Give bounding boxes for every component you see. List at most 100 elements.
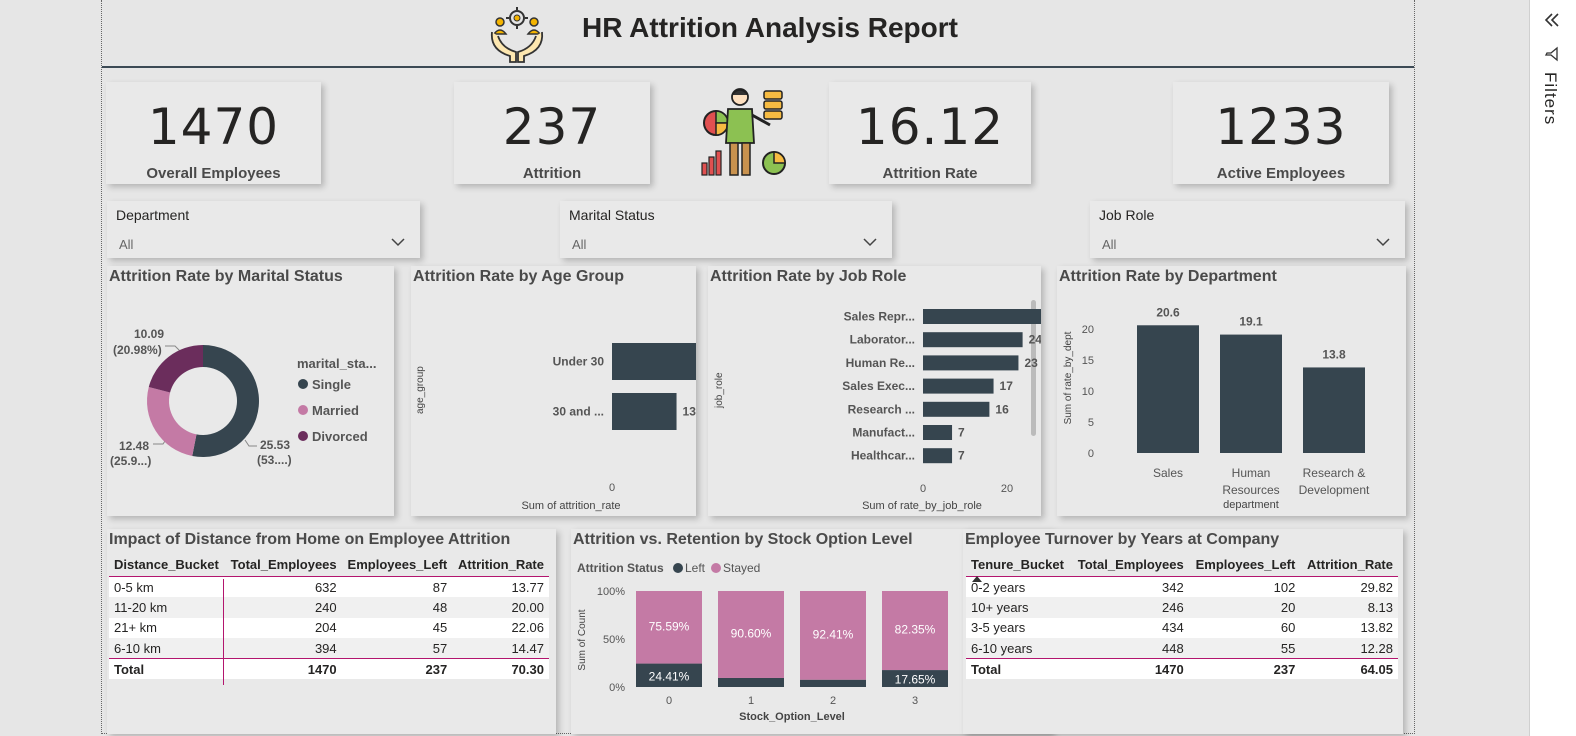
chevron-down-icon[interactable]	[862, 235, 878, 249]
job-role-slicer[interactable]: Job Role All	[1090, 201, 1405, 258]
table-row: 11-20 km 240 48 20.00	[109, 597, 549, 618]
column-header[interactable]: Employees_Left	[1188, 553, 1301, 577]
kpi-value: 16.12	[855, 98, 1005, 156]
marital-status-slicer[interactable]: Marital Status All	[560, 201, 892, 258]
sort-ascending-icon[interactable]	[972, 576, 982, 582]
kpi-card-attrition[interactable]: 237 Attrition	[454, 82, 650, 184]
table-total-row: Total 1470 237 64.05	[966, 658, 1398, 679]
legend-label-divorced: Divorced	[312, 429, 368, 444]
table-cell: 11-20 km	[109, 597, 225, 618]
data-label: 7	[958, 426, 965, 440]
data-label-left: 24.41%	[649, 669, 690, 683]
legend-title: Attrition Status	[577, 561, 664, 575]
table-row: 21+ km 204 45 22.06	[109, 617, 549, 638]
y-tick-label: 0	[1088, 448, 1094, 460]
data-label-stayed: 92.41%	[813, 627, 854, 641]
distance-table-visual[interactable]: Impact of Distance from Home on Employee…	[107, 529, 556, 734]
filters-pane[interactable]: Filters	[1529, 0, 1576, 736]
page-title: HR Attrition Analysis Report	[582, 12, 958, 43]
x-axis-title: Sum of rate_by_job_role	[862, 500, 982, 512]
legend-marker-divorced	[298, 431, 308, 441]
column-header[interactable]: Total_Employees	[1070, 553, 1189, 577]
table-cell: 342	[1070, 576, 1189, 597]
funnel-icon[interactable]	[1544, 46, 1560, 62]
slicer-value[interactable]: All	[119, 237, 134, 252]
filters-label[interactable]: Filters	[1541, 72, 1560, 126]
bar-stayed	[800, 591, 866, 680]
department-slicer[interactable]: Department All	[107, 201, 420, 258]
y-axis-title: Sum of Count	[577, 609, 588, 670]
category-label: Research ...	[848, 402, 915, 416]
y-tick-label: 20	[1082, 324, 1094, 336]
tenure-table: Tenure_Bucket Total_Employees Employees_Le…	[966, 553, 1398, 679]
slicer-value[interactable]: All	[572, 237, 587, 252]
column-header[interactable]: Attrition_Rate	[1300, 553, 1398, 577]
double-chevron-left-icon[interactable]	[1544, 12, 1560, 28]
department-bar-visual[interactable]: Attrition Rate by Department Sum of rate…	[1057, 266, 1406, 516]
column-divider	[223, 579, 224, 685]
table-cell: 237	[1188, 658, 1301, 679]
marital-status-donut-visual[interactable]: Attrition Rate by Marital Status marital…	[107, 266, 394, 516]
kpi-label: Attrition	[522, 165, 582, 182]
table-cell: 394	[224, 638, 342, 659]
legend-marker-stayed	[711, 563, 721, 573]
chevron-down-icon[interactable]	[390, 235, 406, 249]
x-tick-label: 20	[1001, 483, 1013, 495]
data-label: 13.8	[1322, 347, 1346, 361]
table-header-row: Distance_Bucket Total_Employees Employees_…	[109, 553, 549, 577]
x-tick-label: 0	[920, 483, 926, 495]
table-cell: 240	[224, 597, 342, 618]
kpi-card-overall-employees[interactable]: 1470 Overall Employees	[106, 82, 321, 184]
column-header[interactable]: Attrition_Rate	[452, 553, 549, 577]
table-cell: 20	[1188, 597, 1301, 618]
column-header[interactable]: Tenure_Bucket	[966, 553, 1071, 577]
category-label: Research &	[1303, 466, 1366, 480]
data-label-married-value: 12.48	[119, 439, 149, 453]
table-cell: 246	[1070, 597, 1189, 618]
table-cell: Total	[966, 658, 1071, 679]
table-cell: 87	[341, 576, 453, 597]
table-cell: 29.82	[1300, 576, 1398, 597]
legend-label-stayed: Stayed	[723, 561, 760, 575]
category-label: Sales Exec...	[842, 379, 915, 393]
table-cell: Total	[109, 658, 225, 679]
y-axis-title: age_group	[415, 366, 426, 414]
chevron-down-icon[interactable]	[1375, 235, 1391, 249]
x-axis-title: Sum of attrition_rate	[521, 500, 620, 512]
visual-title: Attrition Rate by Marital Status	[109, 268, 343, 285]
column-header[interactable]: Distance_Bucket	[109, 553, 225, 577]
bar-stayed	[718, 591, 784, 678]
visual-title: Attrition vs. Retention by Stock Option …	[573, 531, 913, 548]
age-group-bar-visual[interactable]: Attrition Rate by Age Group age_group Su…	[411, 266, 696, 516]
kpi-card-attrition-rate[interactable]: 16.12 Attrition Rate	[829, 82, 1031, 184]
bar-left	[882, 670, 948, 687]
table-cell: 3-5 years	[966, 617, 1071, 638]
visual-title: Attrition Rate by Age Group	[413, 268, 624, 285]
bar-left	[718, 677, 784, 687]
x-tick-label: 0	[666, 695, 672, 707]
category-label: Sales Repr...	[844, 310, 915, 324]
y-tick-label: 10	[1082, 386, 1094, 398]
visual-title: Attrition Rate by Department	[1059, 268, 1277, 285]
data-label: 19.1	[1239, 315, 1263, 329]
x-axis-title: department	[1223, 499, 1279, 511]
bar-stayed	[882, 591, 948, 671]
job-role-bar-visual[interactable]: Attrition Rate by Job Role job_role Sum …	[708, 266, 1041, 516]
legend-label-single: Single	[312, 377, 351, 392]
kpi-value: 1233	[1215, 98, 1347, 156]
column-header[interactable]: Total_Employees	[224, 553, 342, 577]
column-header[interactable]: Employees_Left	[341, 553, 453, 577]
y-axis-title: Sum of rate_by_dept	[1063, 331, 1074, 424]
data-label: 13	[683, 405, 696, 419]
table-cell: 6-10 years	[966, 638, 1071, 659]
table-cell: 55	[1188, 638, 1301, 659]
data-label-married-pct: (25.9...)	[110, 454, 151, 468]
slicer-value[interactable]: All	[1102, 237, 1117, 252]
kpi-card-active-employees[interactable]: 1233 Active Employees	[1173, 82, 1389, 184]
table-total-row: Total 1470 237 70.30	[109, 658, 549, 679]
department-bar-chart: Sum of rate_by_dept department 0 5 10 15 20 2…	[1063, 305, 1370, 511]
data-label-stayed: 90.60%	[731, 626, 772, 640]
tenure-table-visual-inner[interactable]: Employee Turnover by Years at Company Te…	[963, 529, 1403, 734]
slicer-label: Marital Status	[569, 207, 655, 223]
kpi-label: Overall Employees	[146, 165, 281, 182]
